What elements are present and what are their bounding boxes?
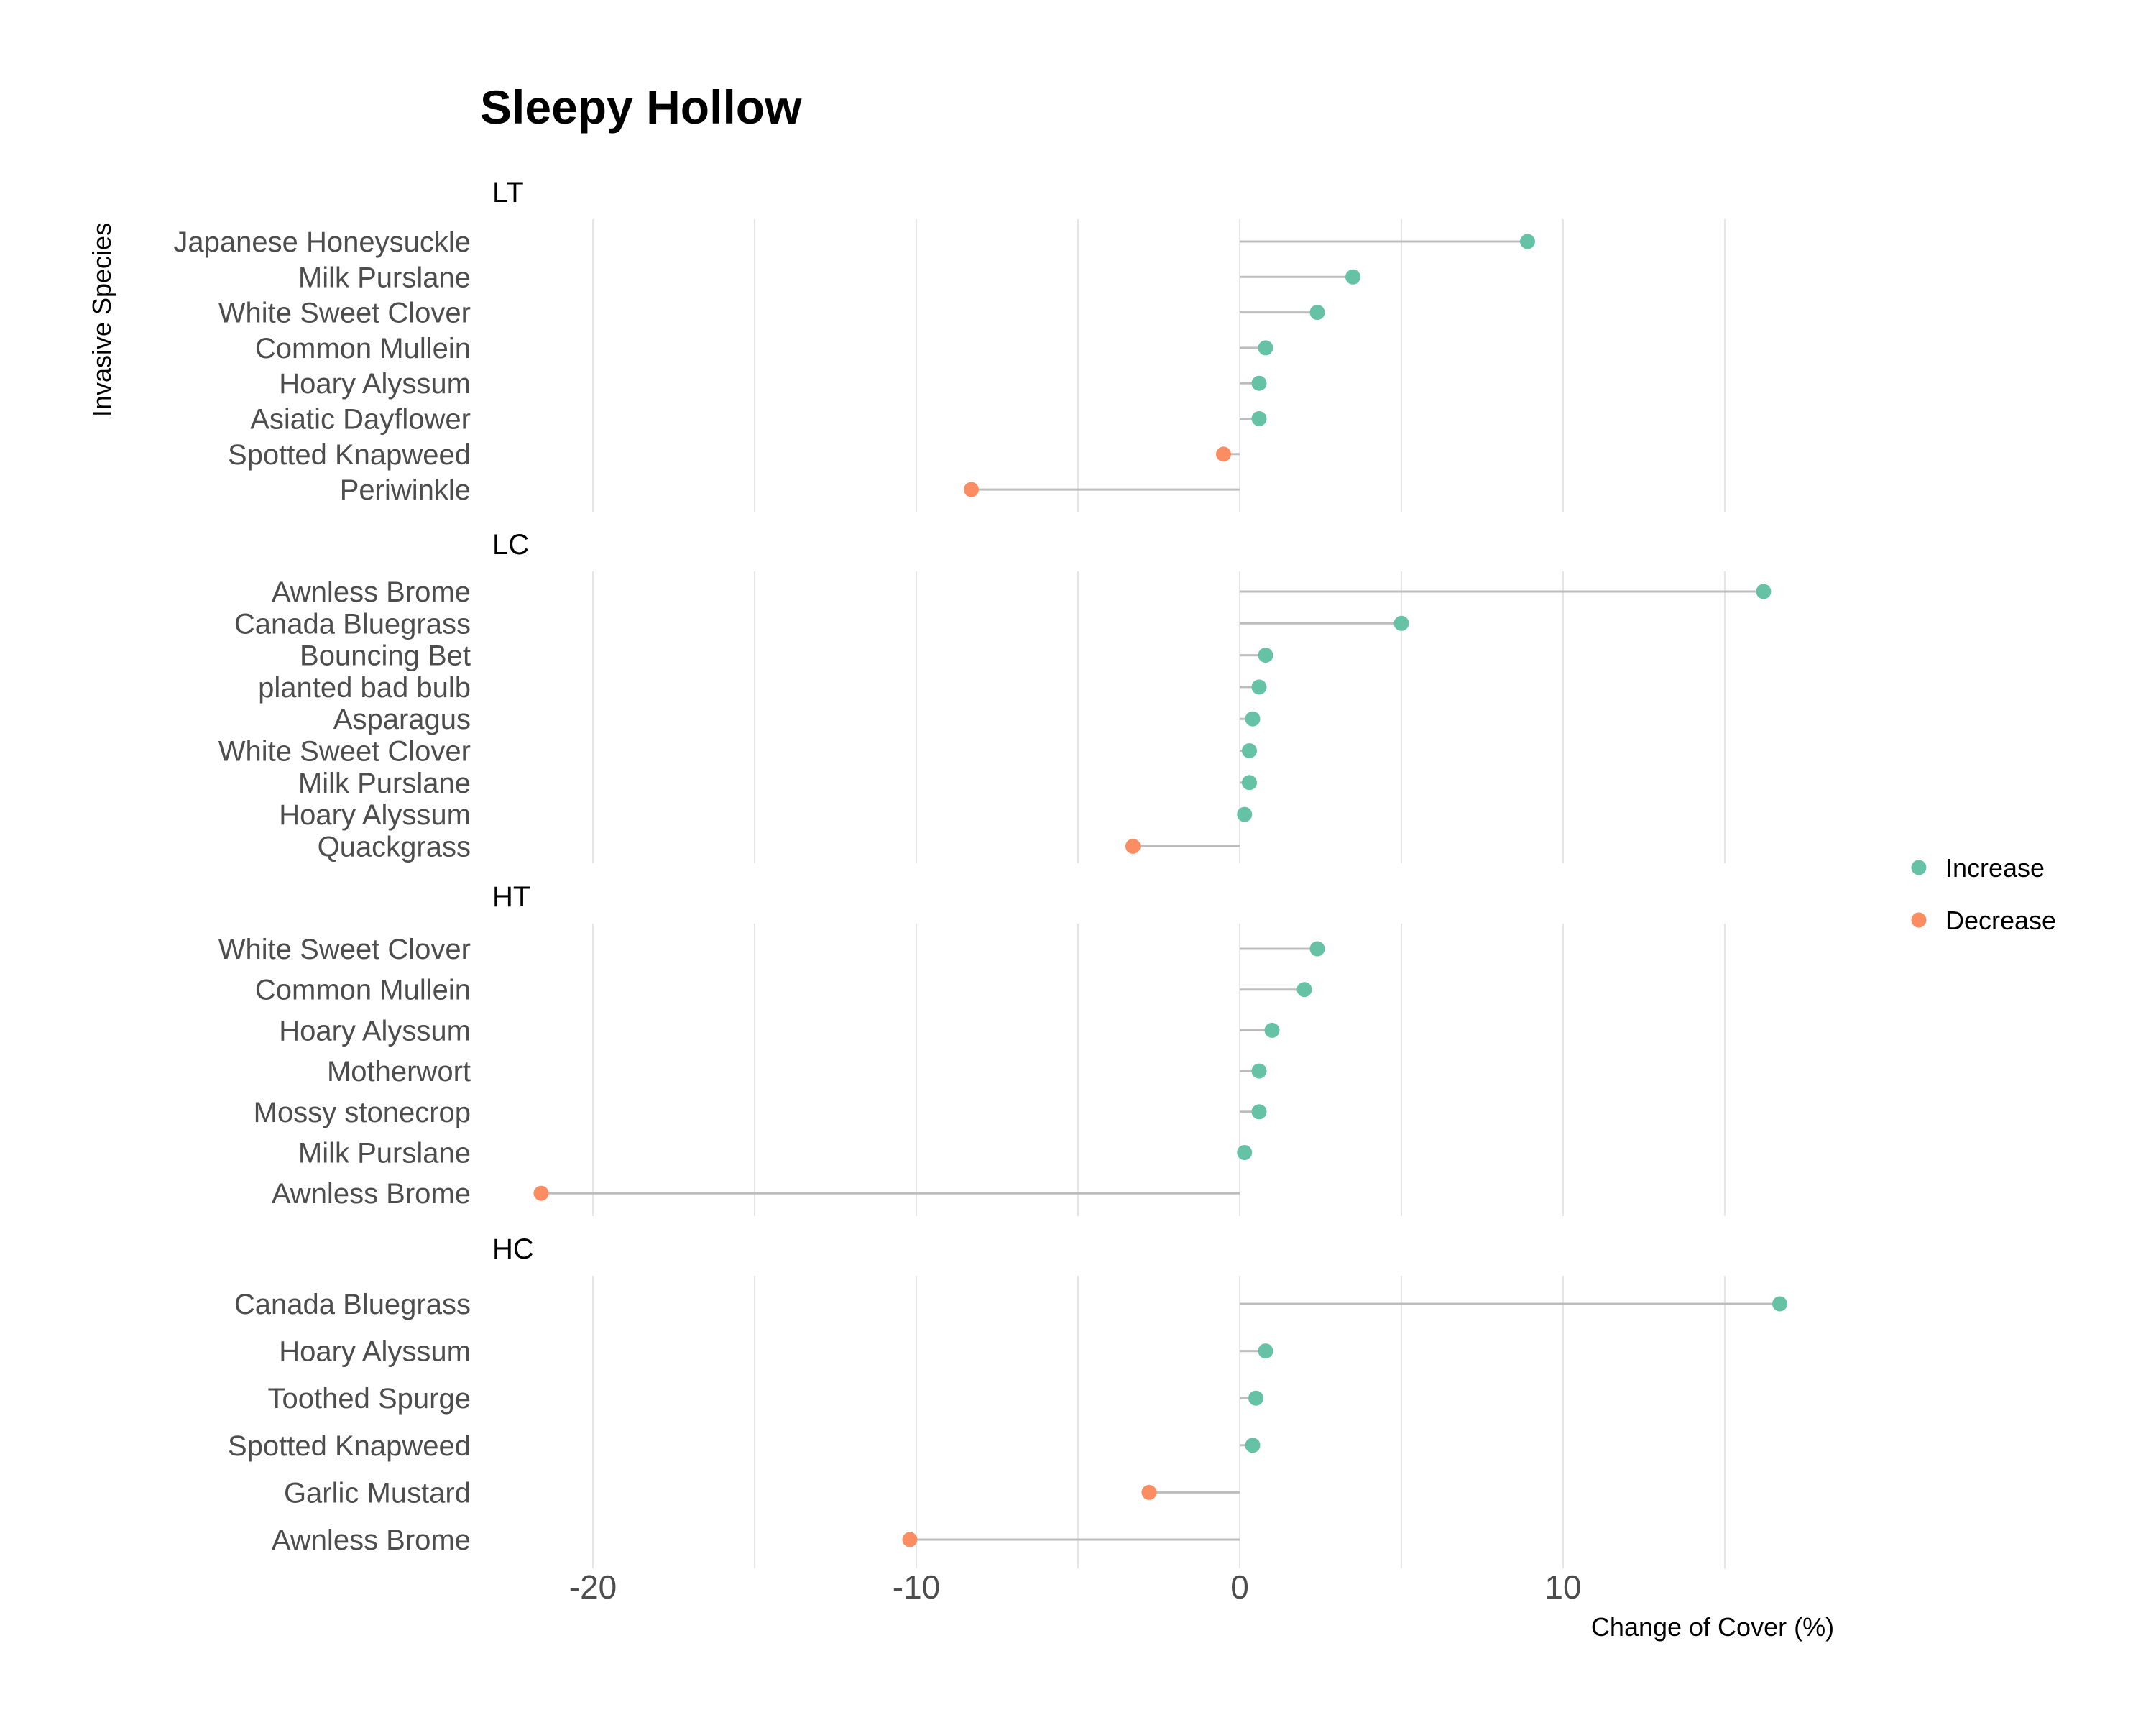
data-point (1237, 806, 1253, 822)
data-point (1258, 648, 1273, 663)
x-tick-label: -10 (893, 1568, 940, 1606)
data-point (1309, 305, 1325, 321)
data-point (1756, 584, 1772, 599)
category-label: Awnless Brome (272, 576, 471, 608)
x-tick-label: -20 (569, 1568, 617, 1606)
legend-label: Increase (1945, 853, 2045, 883)
category-label: Japanese Honeysuckle (173, 226, 471, 258)
legend-swatch (1911, 912, 1927, 928)
category-label: Canada Bluegrass (234, 1289, 471, 1320)
category-label: Asiatic Dayflower (250, 404, 471, 436)
data-point (964, 482, 979, 497)
data-point (1251, 679, 1267, 695)
category-label: Spotted Knapweed (228, 439, 471, 471)
data-point (1258, 1343, 1273, 1359)
data-point (1237, 1145, 1253, 1160)
data-point (1251, 1104, 1267, 1120)
category-label: White Sweet Clover (218, 736, 471, 768)
data-point (1242, 775, 1257, 791)
data-point (1258, 340, 1273, 356)
category-label: Awnless Brome (272, 1524, 471, 1556)
panel-label: HT (492, 881, 530, 913)
panel-label: HC (492, 1233, 534, 1265)
category-label: Common Mullein (255, 333, 471, 364)
category-label: Milk Purslane (298, 1138, 471, 1169)
panel-lt: LT Japanese Honeysuckle Milk Purslane Whit… (173, 177, 1726, 512)
category-label: Milk Purslane (298, 262, 471, 293)
category-label: Common Mullein (255, 975, 471, 1006)
category-label: planted bad bulb (258, 672, 471, 704)
x-tick-label: 0 (1230, 1568, 1249, 1606)
category-label: Hoary Alyssum (279, 1336, 471, 1368)
category-label: White Sweet Clover (218, 934, 471, 965)
data-point (1309, 941, 1325, 957)
data-point (1251, 1063, 1267, 1079)
category-label: Hoary Alyssum (279, 799, 471, 831)
category-label: Mossy stonecrop (254, 1097, 471, 1128)
data-point (1251, 375, 1267, 391)
panel-label: LC (492, 529, 529, 561)
category-label: Periwinkle (340, 474, 471, 506)
data-point (1248, 1390, 1263, 1406)
legend: Increase Decrease (1911, 853, 2056, 935)
data-point (1264, 1022, 1280, 1038)
legend-label: Decrease (1945, 906, 2056, 935)
category-label: Awnless Brome (272, 1178, 471, 1210)
category-label: Motherwort (327, 1056, 471, 1087)
data-point (1520, 234, 1535, 249)
data-point (1245, 711, 1261, 727)
legend-swatch (1911, 860, 1927, 875)
x-axis-title: Change of Cover (%) (1591, 1612, 1834, 1642)
data-point (1345, 269, 1360, 285)
panel-label: LT (492, 177, 524, 208)
category-label: Quackgrass (318, 831, 471, 862)
category-label: Canada Bluegrass (234, 608, 471, 640)
data-point (1245, 1438, 1261, 1453)
category-label: Bouncing Bet (300, 640, 471, 672)
panel-ht: HT White Sweet Clover Common Mullein Hoary … (218, 881, 1726, 1216)
category-label: Spotted Knapweed (228, 1430, 471, 1462)
category-label: Milk Purslane (298, 768, 471, 799)
category-label: Asparagus (333, 704, 471, 735)
data-point (902, 1532, 918, 1547)
y-axis-title: Invasive Species (87, 223, 116, 417)
data-point (1125, 838, 1141, 854)
data-point (533, 1185, 549, 1201)
x-axis-ticks: -20 -10 0 10 (569, 1568, 1582, 1606)
category-label: Hoary Alyssum (279, 1015, 471, 1046)
chart-title: Sleepy Hollow (480, 80, 802, 134)
data-point (1216, 446, 1231, 462)
data-point (1772, 1296, 1787, 1312)
data-point (1141, 1484, 1157, 1500)
data-point (1393, 615, 1409, 631)
data-point (1251, 411, 1267, 426)
panel-hc: HC Canada Bluegrass Hoary Alyssum Toothed S… (228, 1233, 1787, 1568)
x-tick-label: 10 (1544, 1568, 1581, 1606)
category-label: Garlic Mustard (284, 1477, 471, 1509)
category-label: Toothed Spurge (268, 1383, 471, 1414)
category-label: White Sweet Clover (218, 298, 471, 329)
data-point (1242, 743, 1257, 758)
data-point (1296, 982, 1312, 998)
category-label: Hoary Alyssum (279, 368, 471, 400)
